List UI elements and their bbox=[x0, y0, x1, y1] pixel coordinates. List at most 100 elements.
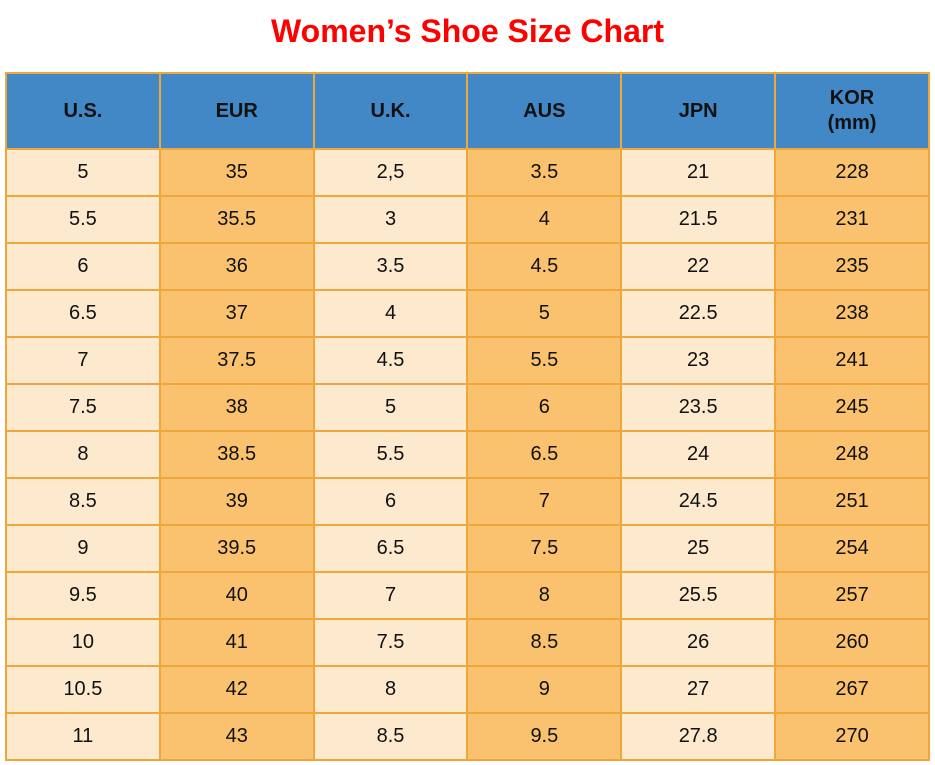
table-body: 5 35 2,5 3.5 21 228 5.5 35.5 3 4 21.5 231 6 36 3.5 4.5 2… bbox=[5, 148, 930, 761]
cell: 3.5 bbox=[312, 242, 469, 291]
cell: 231 bbox=[774, 195, 930, 244]
header-eur: EUR bbox=[158, 72, 315, 150]
header-kor: KOR (mm) bbox=[774, 72, 930, 150]
header-kor-unit: (mm) bbox=[827, 112, 877, 134]
cell: 35.5 bbox=[158, 195, 315, 244]
header-us-label: U.S. bbox=[63, 99, 103, 122]
cell: 6 bbox=[312, 477, 469, 526]
header-row: U.S. EUR U.K. AUS JPN KOR (mm) bbox=[5, 72, 930, 150]
cell: 8.5 bbox=[312, 712, 469, 761]
cell: 6 bbox=[466, 383, 623, 432]
cell: 4 bbox=[466, 195, 623, 244]
cell: 6.5 bbox=[466, 430, 623, 479]
cell: 9.5 bbox=[5, 571, 161, 620]
cell: 8.5 bbox=[466, 618, 623, 667]
cell: 6.5 bbox=[5, 289, 161, 338]
header-kor-label: KOR bbox=[829, 87, 875, 109]
cell: 39.5 bbox=[158, 524, 315, 573]
cell: 9.5 bbox=[466, 712, 623, 761]
cell: 22.5 bbox=[620, 289, 777, 338]
cell: 22 bbox=[620, 242, 777, 291]
table-row: 8 38.5 5.5 6.5 24 248 bbox=[5, 430, 930, 479]
table-row: 9.5 40 7 8 25.5 257 bbox=[5, 571, 930, 620]
cell: 8 bbox=[466, 571, 623, 620]
table-row: 5.5 35.5 3 4 21.5 231 bbox=[5, 195, 930, 244]
cell: 8.5 bbox=[5, 477, 161, 526]
cell: 2,5 bbox=[312, 148, 469, 197]
cell: 235 bbox=[774, 242, 930, 291]
cell: 26 bbox=[620, 618, 777, 667]
cell: 257 bbox=[774, 571, 930, 620]
cell: 42 bbox=[158, 665, 315, 714]
cell: 5.5 bbox=[312, 430, 469, 479]
cell: 23 bbox=[620, 336, 777, 385]
cell: 21 bbox=[620, 148, 777, 197]
cell: 10.5 bbox=[5, 665, 161, 714]
cell: 251 bbox=[774, 477, 930, 526]
cell: 260 bbox=[774, 618, 930, 667]
cell: 6.5 bbox=[312, 524, 469, 573]
cell: 5.5 bbox=[5, 195, 161, 244]
table-header: U.S. EUR U.K. AUS JPN KOR (mm) bbox=[5, 72, 930, 150]
table-row: 10.5 42 8 9 27 267 bbox=[5, 665, 930, 714]
cell: 9 bbox=[5, 524, 161, 573]
cell: 23.5 bbox=[620, 383, 777, 432]
cell: 27 bbox=[620, 665, 777, 714]
table-row: 8.5 39 6 7 24.5 251 bbox=[5, 477, 930, 526]
cell: 27.8 bbox=[620, 712, 777, 761]
header-jpn-label: JPN bbox=[678, 99, 718, 122]
cell: 5.5 bbox=[466, 336, 623, 385]
cell: 38.5 bbox=[158, 430, 315, 479]
table-row: 5 35 2,5 3.5 21 228 bbox=[5, 148, 930, 197]
cell: 35 bbox=[158, 148, 315, 197]
header-us: U.S. bbox=[5, 72, 161, 150]
cell: 241 bbox=[774, 336, 930, 385]
table-row: 10 41 7.5 8.5 26 260 bbox=[5, 618, 930, 667]
table-row: 11 43 8.5 9.5 27.8 270 bbox=[5, 712, 930, 761]
cell: 25 bbox=[620, 524, 777, 573]
cell: 37 bbox=[158, 289, 315, 338]
cell: 7 bbox=[466, 477, 623, 526]
shoe-size-table: U.S. EUR U.K. AUS JPN KOR (mm) 5 35 2,5 3.5… bbox=[5, 72, 930, 761]
table-row: 6 36 3.5 4.5 22 235 bbox=[5, 242, 930, 291]
cell: 7 bbox=[312, 571, 469, 620]
table-row: 9 39.5 6.5 7.5 25 254 bbox=[5, 524, 930, 573]
header-eur-label: EUR bbox=[215, 99, 258, 122]
header-uk: U.K. bbox=[312, 72, 469, 150]
cell: 4.5 bbox=[312, 336, 469, 385]
cell: 37.5 bbox=[158, 336, 315, 385]
cell: 270 bbox=[774, 712, 930, 761]
cell: 8 bbox=[312, 665, 469, 714]
cell: 5 bbox=[466, 289, 623, 338]
cell: 238 bbox=[774, 289, 930, 338]
cell: 10 bbox=[5, 618, 161, 667]
cell: 245 bbox=[774, 383, 930, 432]
cell: 40 bbox=[158, 571, 315, 620]
cell: 7 bbox=[5, 336, 161, 385]
table-row: 6.5 37 4 5 22.5 238 bbox=[5, 289, 930, 338]
cell: 267 bbox=[774, 665, 930, 714]
cell: 5 bbox=[312, 383, 469, 432]
cell: 24.5 bbox=[620, 477, 777, 526]
header-aus-label: AUS bbox=[523, 99, 566, 122]
cell: 5 bbox=[5, 148, 161, 197]
page-title: Women’s Shoe Size Chart bbox=[271, 12, 664, 49]
table-row: 7 37.5 4.5 5.5 23 241 bbox=[5, 336, 930, 385]
cell: 254 bbox=[774, 524, 930, 573]
table-row: 7.5 38 5 6 23.5 245 bbox=[5, 383, 930, 432]
cell: 43 bbox=[158, 712, 315, 761]
header-uk-label: U.K. bbox=[370, 99, 411, 122]
cell: 3.5 bbox=[466, 148, 623, 197]
cell: 24 bbox=[620, 430, 777, 479]
cell: 228 bbox=[774, 148, 930, 197]
cell: 7.5 bbox=[466, 524, 623, 573]
cell: 39 bbox=[158, 477, 315, 526]
cell: 4.5 bbox=[466, 242, 623, 291]
header-jpn: JPN bbox=[620, 72, 777, 150]
cell: 36 bbox=[158, 242, 315, 291]
header-aus: AUS bbox=[466, 72, 623, 150]
cell: 9 bbox=[466, 665, 623, 714]
cell: 38 bbox=[158, 383, 315, 432]
cell: 7.5 bbox=[5, 383, 161, 432]
cell: 6 bbox=[5, 242, 161, 291]
